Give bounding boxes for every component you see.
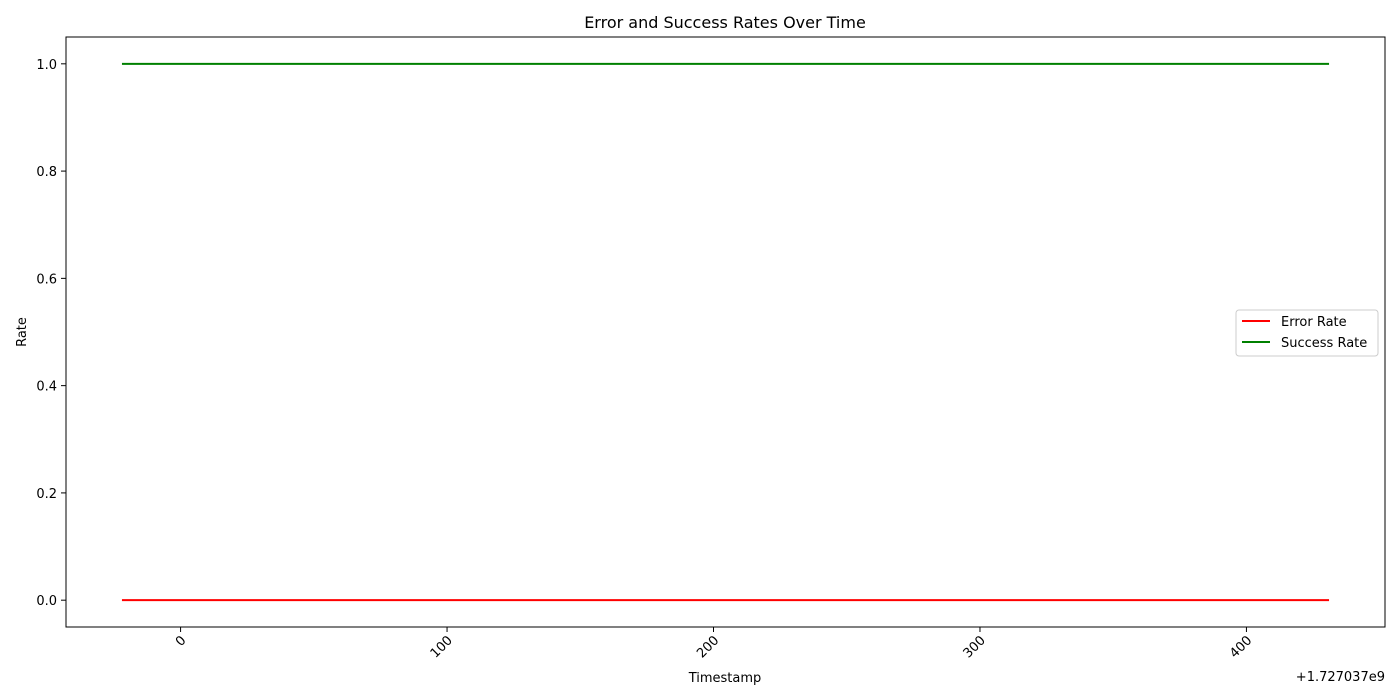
chart-title: Error and Success Rates Over Time <box>584 13 866 32</box>
x-tick-label: 300 <box>961 633 989 661</box>
legend-box <box>1235 309 1379 357</box>
x-axis: 0 100 200 300 400 <box>173 627 1255 661</box>
y-axis-title: Rate <box>15 317 30 347</box>
x-tick-label: 0 <box>173 633 189 649</box>
y-tick-label: 0.6 <box>36 272 57 287</box>
legend: Error Rate Success Rate <box>1235 309 1379 357</box>
x-tick-label: 200 <box>694 633 722 661</box>
y-tick-label: 1.0 <box>36 58 57 73</box>
x-axis-title: Timestamp <box>688 671 762 686</box>
x-offset-label: +1.727037e9 <box>1296 670 1385 685</box>
legend-label-0: Error Rate <box>1281 315 1347 330</box>
y-tick-label: 0.4 <box>36 380 57 395</box>
plot-area <box>121 62 1330 602</box>
x-tick-label: 400 <box>1227 633 1255 661</box>
legend-label-1: Success Rate <box>1281 336 1367 351</box>
y-tick-label: 0.8 <box>36 165 57 180</box>
x-tick-label: 100 <box>428 633 456 661</box>
y-tick-label: 0.2 <box>36 487 57 502</box>
y-axis: 0.0 0.2 0.4 0.6 0.8 1.0 <box>36 58 66 609</box>
plot-frame <box>65 36 1386 628</box>
y-tick-label: 0.0 <box>36 594 57 609</box>
